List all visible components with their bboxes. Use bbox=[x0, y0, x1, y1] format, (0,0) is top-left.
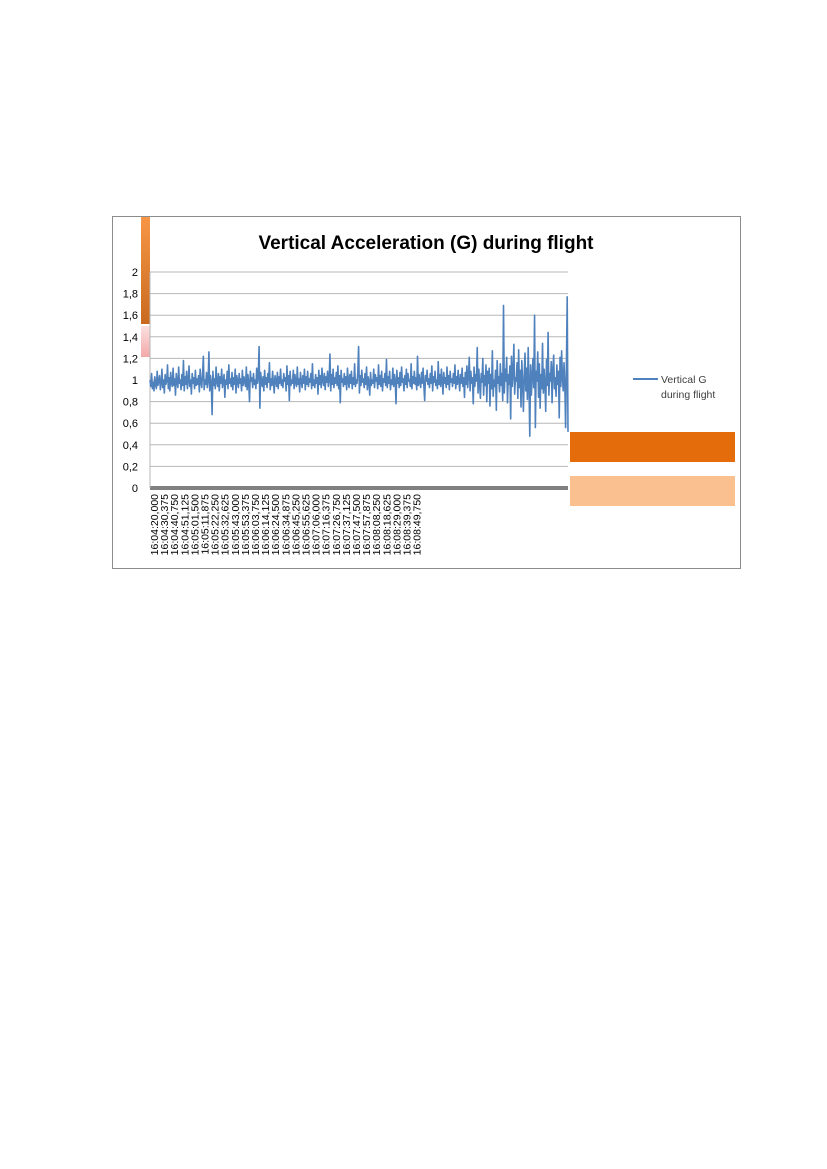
y-axis-tick-labels: 0 0,2 0,4 0,6 0,8 1 1,2 1,4 1,6 1,8 2 bbox=[123, 267, 138, 495]
x-tick-label: 16:07:26,750 bbox=[331, 494, 343, 555]
x-tick-label: 16:05:53,375 bbox=[240, 494, 252, 555]
decorative-orange-bar bbox=[141, 217, 150, 324]
decorative-dark-orange-box bbox=[570, 432, 735, 462]
series-line-vertical-g bbox=[149, 296, 569, 437]
x-tick-label: 16:07:57,875 bbox=[361, 494, 373, 555]
legend-label-vertical-g: Vertical G during flight bbox=[661, 374, 715, 401]
x-tick-label: 16:04:51,125 bbox=[179, 494, 191, 555]
x-tick-label: 16:07:06,000 bbox=[311, 494, 323, 555]
x-tick-label: 16:08:29,000 bbox=[391, 494, 403, 555]
x-tick-label: 16:08:08,250 bbox=[371, 494, 383, 555]
y-tick-label: 0,8 bbox=[123, 397, 138, 409]
x-tick-label: 16:05:43,000 bbox=[230, 494, 242, 555]
decorative-pink-bar bbox=[141, 326, 150, 357]
x-tick-label: 16:06:03,750 bbox=[250, 494, 262, 555]
y-tick-label: 0,4 bbox=[123, 440, 138, 452]
x-tick-label: 16:07:16,375 bbox=[321, 494, 333, 555]
x-tick-label: 16:06:34,875 bbox=[280, 494, 292, 555]
y-tick-label: 0,2 bbox=[123, 461, 138, 473]
x-axis-tick-labels: 16:04:20,00016:04:30,37516:04:40,75016:0… bbox=[149, 494, 424, 555]
x-tick-label: 16:05:22,250 bbox=[210, 494, 222, 555]
y-tick-label: 0,6 bbox=[123, 418, 138, 430]
x-tick-label: 16:05:01,500 bbox=[189, 494, 201, 555]
y-tick-label: 1,2 bbox=[123, 353, 138, 365]
y-tick-label: 0 bbox=[132, 483, 138, 495]
x-tick-label: 16:06:45,250 bbox=[290, 494, 302, 555]
x-tick-label: 16:07:47,500 bbox=[351, 494, 363, 555]
x-tick-label: 16:06:14,125 bbox=[260, 494, 272, 555]
y-tick-label: 1,8 bbox=[123, 289, 138, 301]
y-tick-label: 2 bbox=[132, 267, 138, 279]
x-tick-label: 16:07:37,125 bbox=[341, 494, 353, 555]
x-tick-label: 16:04:20,000 bbox=[149, 494, 161, 555]
x-tick-label: 16:06:55,625 bbox=[301, 494, 313, 555]
legend: Vertical G during flight bbox=[633, 374, 715, 401]
x-tick-label: 16:05:32,625 bbox=[220, 494, 232, 555]
x-tick-label: 16:08:18,625 bbox=[381, 494, 393, 555]
series-vertical-g bbox=[149, 296, 569, 437]
y-tick-label: 1,4 bbox=[123, 332, 138, 344]
chart-canvas: Vertical Acceleration (G) during flight … bbox=[123, 217, 735, 555]
x-tick-label: 16:05:11,875 bbox=[200, 494, 212, 555]
x-tick-label: 16:08:49,750 bbox=[412, 494, 424, 555]
chart-title: Vertical Acceleration (G) during flight bbox=[258, 233, 594, 254]
y-tick-label: 1,6 bbox=[123, 310, 138, 322]
y-tick-label: 1 bbox=[132, 375, 138, 387]
x-tick-label: 16:04:30,375 bbox=[159, 494, 171, 555]
decorative-light-orange-box bbox=[570, 476, 735, 506]
x-tick-label: 16:06:24,500 bbox=[270, 494, 282, 555]
x-tick-label: 16:04:40,750 bbox=[169, 494, 181, 555]
chart-frame: Vertical Acceleration (G) during flight … bbox=[112, 216, 741, 569]
x-tick-label: 16:08:39,375 bbox=[402, 494, 414, 555]
